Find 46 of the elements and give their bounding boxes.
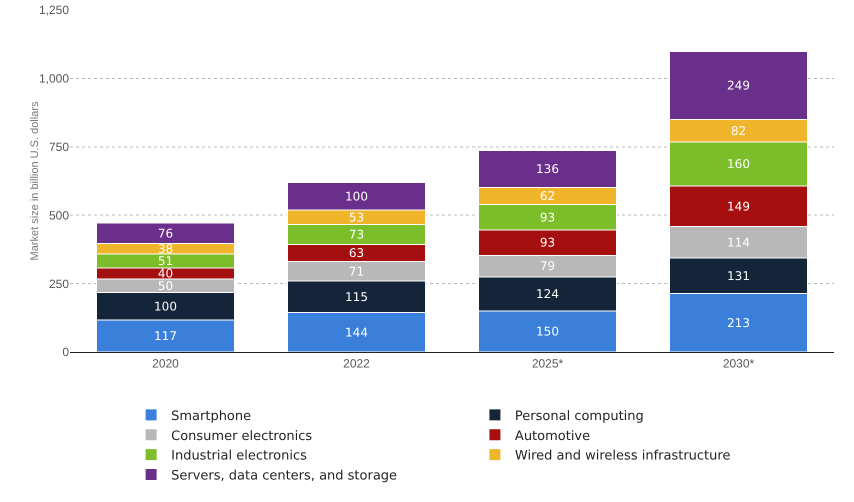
legend-label: Servers, data centers, and storage	[171, 468, 398, 484]
x-tick-label: 2022	[343, 356, 370, 370]
data-label: 51	[158, 254, 174, 268]
legend-label: Consumer electronics	[171, 428, 312, 444]
data-label: 93	[540, 210, 556, 224]
data-label: 117	[154, 328, 177, 343]
legend-label: Wired and wireless infrastructure	[514, 448, 730, 464]
x-tick-label: 2030*	[722, 356, 755, 370]
data-label: 50	[158, 278, 174, 293]
data-label: 76	[158, 226, 174, 240]
data-label: 82	[730, 124, 746, 138]
data-label: 149	[727, 199, 750, 214]
legend-label: Automotive	[514, 428, 590, 444]
data-label: 53	[348, 210, 364, 224]
data-label: 38	[158, 242, 174, 256]
y-tick-label: 750	[48, 140, 70, 154]
data-label: 131	[727, 268, 750, 283]
data-label: 150	[536, 324, 559, 338]
y-axis-title: Market size in billion U.S. dollars	[29, 101, 41, 260]
x-tick-label: 2025*	[532, 356, 564, 370]
legend-label: Smartphone	[171, 408, 252, 424]
data-label: 79	[540, 259, 556, 274]
data-label: 73	[348, 227, 364, 242]
data-label: 114	[727, 235, 750, 250]
y-tick-label: 1,000	[38, 72, 70, 86]
legend-label: Industrial electronics	[171, 448, 308, 464]
data-label: 100	[345, 189, 368, 204]
y-tick-label: 0	[62, 345, 70, 360]
data-label: 136	[536, 162, 559, 176]
data-label: 115	[345, 290, 368, 304]
data-label: 71	[348, 264, 364, 278]
data-label: 63	[348, 246, 364, 260]
y-tick-label: 1,250	[38, 3, 70, 18]
data-label: 160	[727, 157, 750, 172]
y-tick-label: 250	[48, 276, 70, 291]
data-label: 93	[540, 236, 556, 250]
data-label: 62	[540, 189, 556, 204]
data-label: 40	[158, 266, 174, 280]
data-label: 100	[154, 299, 177, 314]
data-label: 213	[727, 316, 750, 330]
y-tick-label: 500	[48, 208, 70, 222]
legend-label: Personal computing	[514, 408, 644, 424]
data-label: 144	[345, 325, 368, 340]
data-label: 249	[727, 78, 750, 93]
x-tick-label: 2020	[152, 356, 180, 370]
data-label: 124	[536, 286, 559, 301]
